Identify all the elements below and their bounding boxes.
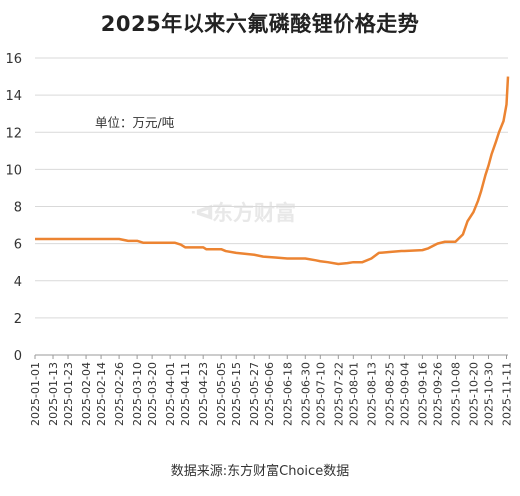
x-tick-label: 2025-02-26 <box>113 362 126 426</box>
x-tick-label: 2025-06-06 <box>263 362 276 426</box>
x-tick-label: 2025-10-30 <box>482 362 495 426</box>
x-tick-label: 2025-10-20 <box>467 362 480 426</box>
x-tick-label: 2025-07-22 <box>332 362 345 426</box>
x-tick-label: 2025-05-05 <box>215 362 228 426</box>
x-tick-label: 2025-03-20 <box>146 362 159 426</box>
y-tick-label: 14 <box>5 89 22 104</box>
y-tick-label: 2 <box>14 312 22 327</box>
y-tick-label: 16 <box>5 52 22 67</box>
series-line <box>35 76 510 266</box>
chart-title: 2025年以来六氟磷酸锂价格走势 <box>100 12 420 36</box>
x-tick-label: 2025-02-04 <box>80 362 93 426</box>
x-tick-label: 2025-01-13 <box>47 362 60 426</box>
y-tick-label: 8 <box>14 201 22 216</box>
x-tick-label: 2025-09-16 <box>416 362 429 426</box>
x-tick-label: 2025-09-26 <box>431 362 444 426</box>
y-tick-label: 12 <box>5 126 22 141</box>
x-tick-label: 2025-05-27 <box>248 362 261 426</box>
data-source: 数据来源:东方财富Choice数据 <box>170 464 350 479</box>
x-tick-label: 2025-10-08 <box>449 362 462 426</box>
y-tick-label: 0 <box>14 349 22 364</box>
x-axis-ticks: 2025-01-01 2025-01-13 2025-01-23 2025-02-04… <box>29 355 513 426</box>
x-tick-label: 2025-01-01 <box>29 362 42 426</box>
unit-label: 单位：万元/吨 <box>95 115 175 130</box>
x-tick-label: 2025-02-14 <box>95 362 108 426</box>
x-tick-label: 2025-08-13 <box>365 362 378 426</box>
watermark-icon: ᐗ <box>190 201 214 225</box>
x-tick-label: 2025-11-11 <box>500 362 513 426</box>
x-tick-label: 2025-04-01 <box>164 362 177 426</box>
y-axis-ticks: 0 2 4 6 8 10 12 14 16 <box>5 52 22 364</box>
x-tick-label: 2025-09-04 <box>398 362 411 426</box>
watermark-text: 东方财富 <box>212 201 296 225</box>
x-tick-label: 2025-06-30 <box>299 362 312 426</box>
y-tick-label: 10 <box>5 163 22 178</box>
x-tick-label: 2025-07-10 <box>314 362 327 426</box>
y-tick-label: 6 <box>14 238 22 253</box>
gridlines <box>35 57 508 319</box>
x-tick-label: 2025-04-23 <box>197 362 210 426</box>
y-tick-label: 4 <box>14 275 22 290</box>
x-tick-label: 2025-03-10 <box>131 362 144 426</box>
x-tick-label: 2025-05-15 <box>230 362 243 426</box>
x-tick-label: 2025-04-11 <box>179 362 192 426</box>
x-tick-label: 2025-06-18 <box>281 362 294 426</box>
x-tick-label: 2025-08-25 <box>383 362 396 426</box>
x-tick-label: 2025-01-23 <box>62 362 75 426</box>
x-tick-label: 2025-08-01 <box>347 362 360 426</box>
